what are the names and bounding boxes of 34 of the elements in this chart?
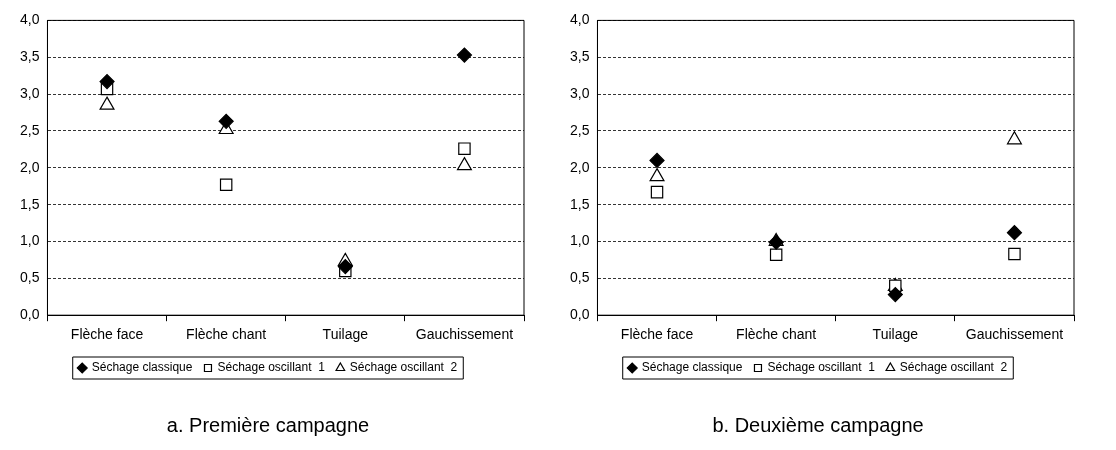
y-tick-label: 3,0 — [569, 84, 590, 101]
legend-label: Séchage classique — [91, 360, 193, 375]
x-tick-label: Tuilage — [322, 326, 369, 343]
legend-label: Séchage oscillant 2 — [899, 360, 1008, 375]
legend-label: Séchage oscillant 2 — [349, 360, 458, 375]
legend-label: Séchage oscillant 1 — [767, 360, 876, 375]
y-tick-label: 3,5 — [569, 48, 590, 65]
y-tick-label: 2,0 — [569, 158, 590, 175]
y-tick-label: 3,5 — [19, 48, 40, 65]
x-tick-label: Flèche face — [620, 326, 694, 343]
legend-label: Séchage classique — [641, 360, 743, 375]
y-tick-label: 1,5 — [569, 195, 590, 212]
text: a. Première campagne — [166, 413, 370, 436]
y-tick-label: 2,5 — [19, 121, 40, 138]
y-tick-label: 3,0 — [19, 84, 40, 101]
x-tick-label: Gauchissement — [965, 326, 1064, 343]
y-tick-label: 0,0 — [569, 306, 590, 323]
legend-label: Séchage oscillant 1 — [217, 360, 326, 375]
y-tick-label: 0,5 — [19, 269, 40, 286]
y-tick-label: 4,0 — [569, 11, 590, 28]
y-tick-label: 0,5 — [569, 269, 590, 286]
y-tick-label: 4,0 — [19, 11, 40, 28]
y-tick-label: 1,0 — [569, 232, 590, 249]
text: b. Deuxième campagne — [712, 413, 924, 436]
x-tick-label: Flèche chant — [186, 326, 267, 343]
y-tick-label: 2,0 — [19, 158, 40, 175]
y-tick-label: 1,0 — [19, 232, 40, 249]
y-tick-label: 0,0 — [19, 306, 40, 323]
y-tick-label: 1,5 — [19, 195, 40, 212]
x-tick-label: Tuilage — [872, 326, 919, 343]
x-tick-label: Flèche chant — [736, 326, 817, 343]
x-tick-label: Flèche face — [70, 326, 144, 343]
x-tick-label: Gauchissement — [415, 326, 514, 343]
y-tick-label: 2,5 — [569, 121, 590, 138]
